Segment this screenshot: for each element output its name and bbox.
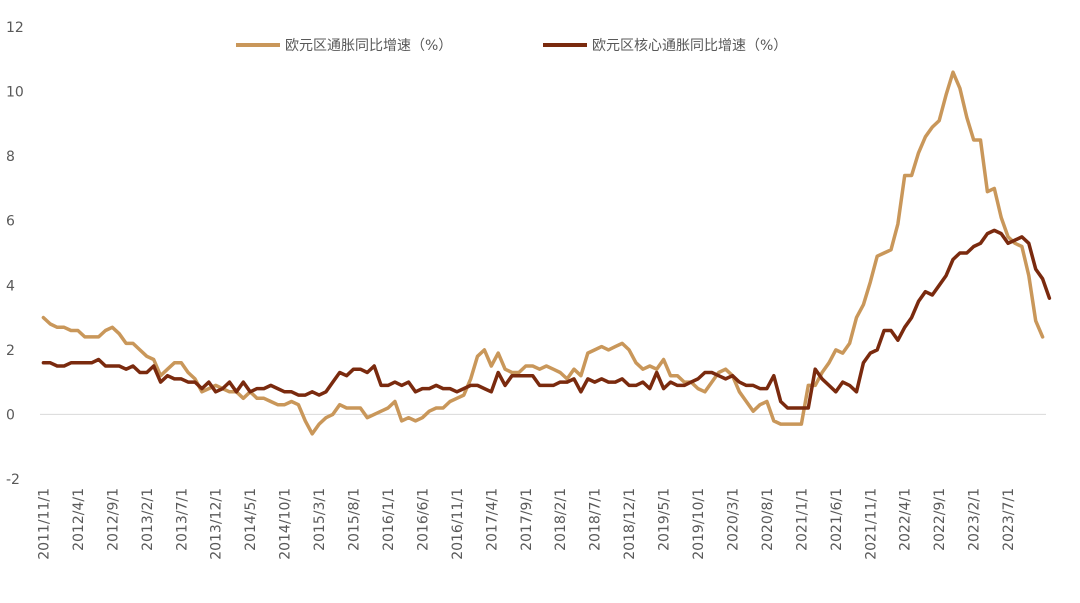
x-tick-label: 2021/11/1 [863,488,879,560]
x-tick-label: 2018/2/1 [553,488,569,551]
x-tick-label: 2021/1/1 [794,488,810,551]
x-axis-ticks: 2011/11/1 2012/4/1 2012/9/1 2013/2/1 2013/7/… [36,488,1017,560]
x-tick-label: 2013/7/1 [174,488,190,551]
y-tick-label: 12 [6,20,24,36]
x-tick-label: 2021/6/1 [829,488,845,551]
y-tick-label: 0 [6,407,15,423]
x-tick-label: 2022/4/1 [898,488,914,551]
y-tick-label: 4 [6,278,15,294]
x-tick-label: 2013/12/1 [209,488,225,560]
legend-item-core: 欧元区核心通胀同比增速（%） [543,38,787,54]
x-tick-label: 2011/11/1 [36,488,52,560]
x-tick-label: 2012/9/1 [105,488,121,551]
x-tick-label: 2014/5/1 [243,488,259,551]
x-tick-label: 2019/5/1 [657,488,673,551]
y-tick-label: 8 [6,149,15,165]
y-axis-ticks: -2 0 2 4 6 8 10 12 [6,20,24,488]
x-tick-label: 2015/3/1 [312,488,328,551]
y-tick-label: 10 [6,85,24,101]
legend-label-headline: 欧元区通胀同比增速（%） [285,38,452,54]
y-tick-label: 2 [6,343,15,359]
x-tick-label: 2022/9/1 [932,488,948,551]
chart-legend: 欧元区通胀同比增速（%） 欧元区核心通胀同比增速（%） [236,38,787,54]
x-tick-label: 2018/7/1 [588,488,604,551]
series-line-headline [41,70,1045,436]
x-tick-label: 2013/2/1 [140,488,156,551]
chart-series [41,70,1052,436]
x-tick-label: 2016/6/1 [415,488,431,551]
legend-item-headline: 欧元区通胀同比增速（%） [236,38,452,54]
x-tick-label: 2020/8/1 [760,488,776,551]
series-line-core [41,228,1052,410]
y-tick-label: -2 [6,472,20,488]
x-tick-label: 2018/12/1 [622,488,638,560]
x-tick-label: 2016/1/1 [381,488,397,551]
x-tick-label: 2023/7/1 [1001,488,1017,551]
x-tick-label: 2014/10/1 [278,488,294,560]
x-tick-label: 2015/8/1 [347,488,363,551]
x-tick-label: 2020/3/1 [725,488,741,551]
x-tick-label: 2017/9/1 [519,488,535,551]
legend-label-core: 欧元区核心通胀同比增速（%） [592,38,787,54]
x-tick-label: 2016/11/1 [450,488,466,560]
x-tick-label: 2017/4/1 [484,488,500,551]
x-tick-label: 2023/2/1 [967,488,983,551]
y-tick-label: 6 [6,214,15,230]
x-tick-label: 2012/4/1 [71,488,87,551]
x-tick-label: 2019/10/1 [691,488,707,560]
